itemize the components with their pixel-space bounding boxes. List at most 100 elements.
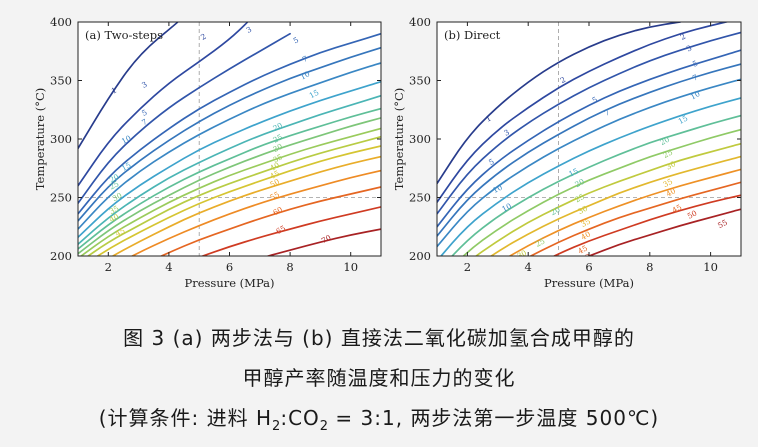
contour-label-15: 15	[677, 114, 690, 127]
contour-label-5: 5	[140, 108, 149, 118]
contour-label-35: 35	[271, 152, 284, 165]
contour-line-45	[528, 181, 741, 256]
y-tick-label: 350	[50, 74, 72, 88]
figure-caption-line-3: (计算条件: 进料 H2:CO2 = 3:1, 两步法第一步温度 500℃)	[0, 402, 758, 434]
caption-text-2: :CO	[280, 406, 320, 430]
contour-label-10: 10	[299, 69, 312, 82]
y-tick-label: 250	[409, 191, 431, 205]
contour-label-70: 70	[320, 233, 333, 246]
contour-line-10	[78, 62, 381, 230]
contour-label-3: 3	[245, 25, 254, 35]
x-tick-label: 10	[343, 260, 358, 274]
contour-label-3: 3	[140, 80, 149, 90]
contour-label-60: 60	[271, 205, 284, 218]
caption-text-1: (计算条件: 进料 H	[98, 406, 273, 430]
contour-line-7	[78, 46, 381, 222]
contour-line-70	[265, 228, 381, 256]
contour-label-25: 25	[108, 179, 121, 192]
contour-label-10: 10	[500, 201, 513, 214]
plot-content: 1235710152025303540455055606570357101520…	[78, 22, 381, 256]
contour-line-30	[474, 142, 741, 256]
contour-line-1	[78, 22, 179, 150]
contour-label-20: 20	[549, 205, 562, 218]
contour-label-25: 25	[661, 147, 674, 160]
contour-label-40: 40	[268, 160, 281, 173]
y-axis-label: Temperature (°C)	[33, 88, 47, 191]
contour-label-45: 45	[576, 243, 589, 256]
y-tick-label: 400	[409, 15, 431, 29]
contour-line-55	[130, 169, 381, 256]
contour-line-65	[200, 206, 381, 256]
contour-line-7	[437, 63, 741, 237]
contour-label-10: 10	[689, 89, 702, 102]
contour-label-45: 45	[671, 202, 684, 215]
contour-label-50: 50	[579, 252, 592, 265]
x-tick-label: 10	[703, 260, 718, 274]
contour-label-7: 7	[691, 73, 700, 83]
contour-line-2	[78, 22, 249, 187]
contour-line-40	[86, 135, 381, 256]
contour-label-7: 7	[140, 117, 149, 127]
contour-label-30: 30	[111, 191, 124, 204]
contour-line-25	[462, 128, 741, 256]
contour-label-40: 40	[108, 212, 121, 225]
contour-line-50	[552, 194, 741, 256]
contour-line-45	[96, 145, 381, 256]
contour-line-55	[586, 208, 741, 256]
contour-line-3	[78, 32, 291, 205]
x-axis-label: Pressure (MPa)	[184, 276, 274, 290]
y-tick-label: 200	[409, 249, 431, 263]
contour-label-3: 3	[685, 43, 694, 53]
contour-label-2: 2	[679, 32, 688, 42]
contour-label-15: 15	[308, 88, 321, 101]
contour-line-15	[78, 80, 381, 239]
contour-label-3: 3	[502, 128, 511, 138]
y-tick-label: 200	[50, 249, 72, 263]
chart-panel-a: 1235710152025303540455055606570357101520…	[33, 15, 382, 290]
contour-label-30: 30	[665, 159, 678, 172]
contour-label-40: 40	[579, 229, 592, 242]
contour-label-20: 20	[573, 177, 586, 190]
contour-label-5: 5	[691, 58, 700, 68]
contour-label-65: 65	[274, 223, 287, 236]
figure-caption-line-1: 图 3 (a) 两步法与 (b) 直接法二氧化碳加氢合成甲醇的	[123, 326, 635, 350]
contour-label-45: 45	[268, 169, 281, 182]
contour-label-20: 20	[271, 121, 284, 134]
y-tick-label: 250	[50, 191, 72, 205]
y-tick-label: 350	[409, 74, 431, 88]
contour-line-35	[79, 127, 381, 256]
panel-title: (b) Direct	[444, 28, 501, 42]
x-tick-label: 6	[585, 260, 592, 274]
contour-label-30: 30	[516, 248, 529, 261]
contour-label-25: 25	[573, 192, 586, 205]
contour-line-15	[439, 97, 741, 256]
contour-label-25: 25	[271, 132, 284, 145]
x-tick-label: 2	[464, 260, 471, 274]
x-tick-label: 4	[525, 260, 532, 274]
contour-line-1	[437, 22, 682, 185]
contour-label-2: 2	[199, 32, 208, 42]
contour-label-40: 40	[665, 186, 678, 199]
contour-label-50: 50	[686, 208, 699, 221]
contour-line-2	[437, 22, 730, 204]
contour-line-35	[489, 155, 741, 256]
y-tick-label: 400	[50, 15, 72, 29]
contour-line-5	[437, 49, 741, 228]
caption-text-3: = 3:1, 两步法第一步温度 500℃)	[328, 406, 660, 430]
caption-subscript-2: 2	[319, 419, 329, 434]
contour-label-30: 30	[576, 204, 589, 217]
figure-caption-line-2: 甲醇产率随温度和压力的变化	[242, 366, 516, 390]
contour-label-2: 2	[559, 75, 568, 85]
contour-line-10	[437, 78, 741, 248]
contour-label-1: 1	[484, 114, 492, 124]
panel-title: (a) Two-steps	[85, 28, 163, 42]
contour-line-5	[78, 32, 381, 215]
contour-label-25: 25	[534, 236, 547, 249]
contour-label-5: 5	[292, 35, 301, 45]
contour-line-25	[78, 107, 381, 250]
contour-label-30: 30	[271, 142, 284, 155]
x-tick-label: 4	[165, 260, 172, 274]
contour-label-50: 50	[268, 177, 281, 190]
contour-label-10: 10	[491, 183, 504, 196]
